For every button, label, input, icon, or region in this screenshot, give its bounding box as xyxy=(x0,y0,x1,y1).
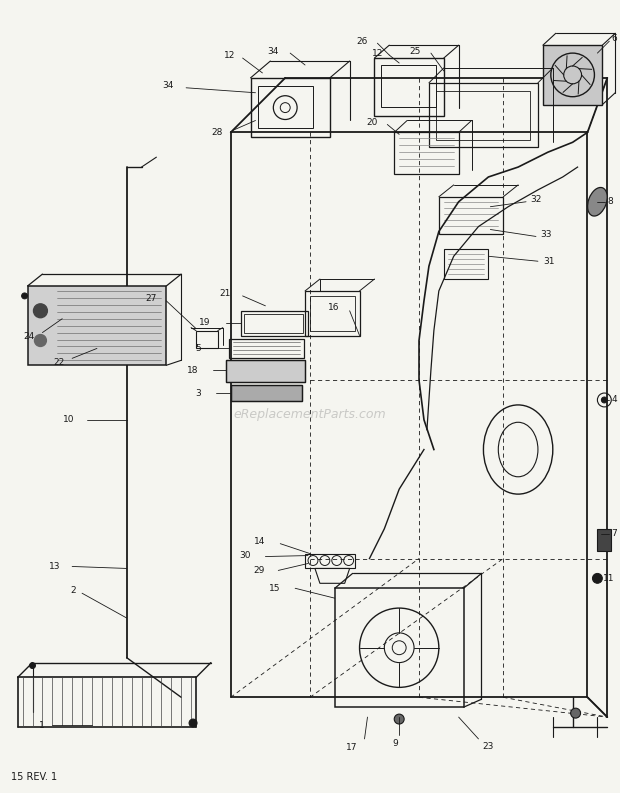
Ellipse shape xyxy=(588,187,607,216)
Circle shape xyxy=(33,304,47,318)
Text: 29: 29 xyxy=(253,566,264,575)
Text: 2: 2 xyxy=(71,586,76,595)
Text: 34: 34 xyxy=(162,82,173,90)
Text: 17: 17 xyxy=(346,743,358,752)
Circle shape xyxy=(35,335,46,347)
Circle shape xyxy=(593,573,603,584)
Circle shape xyxy=(394,714,404,724)
Bar xyxy=(196,331,218,348)
Bar xyxy=(310,296,355,331)
Bar xyxy=(241,311,308,335)
Text: 12: 12 xyxy=(224,51,236,59)
Bar xyxy=(439,197,503,235)
Text: 25: 25 xyxy=(410,47,421,56)
Bar xyxy=(226,360,305,382)
Bar xyxy=(335,588,464,707)
Bar xyxy=(259,86,313,128)
Text: 27: 27 xyxy=(145,294,156,304)
Bar xyxy=(394,132,459,174)
Text: 1: 1 xyxy=(38,721,45,730)
Bar xyxy=(250,78,330,137)
Bar xyxy=(229,339,304,358)
Text: 9: 9 xyxy=(392,739,398,748)
Bar xyxy=(381,65,436,106)
Bar xyxy=(305,554,355,569)
Circle shape xyxy=(601,397,608,403)
Bar xyxy=(244,314,303,332)
Text: 13: 13 xyxy=(49,562,60,571)
Circle shape xyxy=(189,719,197,727)
Text: 3: 3 xyxy=(195,389,201,397)
Text: 7: 7 xyxy=(611,529,617,538)
Circle shape xyxy=(30,663,35,668)
Text: 28: 28 xyxy=(211,128,223,137)
Bar xyxy=(598,529,611,550)
Text: 15: 15 xyxy=(268,584,280,592)
Text: 26: 26 xyxy=(356,36,368,46)
Text: 14: 14 xyxy=(254,537,265,546)
Bar xyxy=(305,291,360,335)
Text: 30: 30 xyxy=(239,551,250,560)
Bar xyxy=(436,90,530,140)
Text: 15 REV. 1: 15 REV. 1 xyxy=(11,772,57,782)
Bar xyxy=(226,360,305,382)
Bar xyxy=(27,286,166,366)
Text: 32: 32 xyxy=(530,195,541,205)
Text: 21: 21 xyxy=(219,289,231,298)
Circle shape xyxy=(570,708,580,718)
Text: 4: 4 xyxy=(611,396,617,404)
Text: 10: 10 xyxy=(63,416,74,424)
Text: 24: 24 xyxy=(23,332,35,341)
Text: 22: 22 xyxy=(53,358,64,367)
Text: 11: 11 xyxy=(603,574,615,583)
Bar xyxy=(429,82,538,147)
Text: 16: 16 xyxy=(328,303,340,312)
Text: 34: 34 xyxy=(267,47,278,56)
Bar xyxy=(374,58,444,116)
Bar xyxy=(231,385,302,401)
Bar xyxy=(444,249,489,279)
Text: 23: 23 xyxy=(482,742,494,751)
Bar xyxy=(231,385,302,401)
Circle shape xyxy=(22,293,27,299)
Text: 20: 20 xyxy=(366,118,378,127)
Text: 12: 12 xyxy=(372,48,383,58)
Text: 33: 33 xyxy=(540,230,551,239)
Text: 6: 6 xyxy=(611,34,617,43)
Text: eReplacementParts.com: eReplacementParts.com xyxy=(234,408,386,421)
Text: 5: 5 xyxy=(195,344,201,353)
Text: 18: 18 xyxy=(187,366,198,375)
Bar xyxy=(543,45,603,105)
Text: 19: 19 xyxy=(200,318,211,328)
Text: 31: 31 xyxy=(543,257,554,266)
Text: 8: 8 xyxy=(608,197,613,206)
